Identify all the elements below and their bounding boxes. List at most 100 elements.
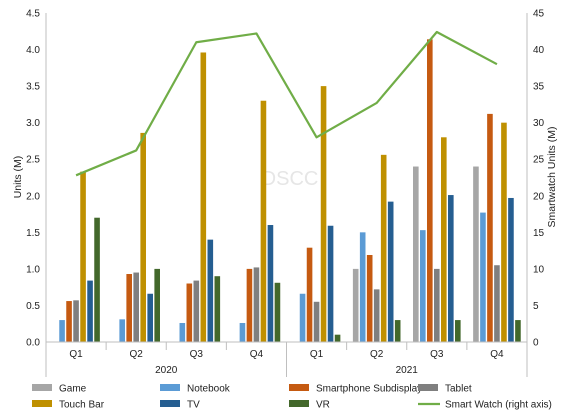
bar-touch-bar-0: [80, 171, 86, 342]
legend-swatch: [289, 384, 309, 391]
bar-notebook-0: [59, 320, 65, 342]
legend-swatch: [32, 384, 52, 391]
bar-touch-bar-6: [441, 137, 447, 342]
x-tick-label: Q3: [190, 349, 204, 360]
bars-layer: [59, 39, 521, 342]
y2-tick-label: 15: [533, 228, 545, 239]
bar-notebook-5: [359, 232, 366, 342]
bar-touch-bar-1: [140, 132, 146, 342]
legend-swatch: [160, 384, 180, 391]
y-axis-title: Units (M): [12, 156, 24, 199]
bar-notebook-2: [179, 322, 186, 342]
y2-tick-label: 40: [533, 45, 545, 56]
x-tick-label: Q4: [250, 349, 264, 360]
legend-label: Touch Bar: [59, 400, 105, 411]
bar-vr-0: [94, 217, 100, 342]
y2-axis-title: Smartwatch Units (M): [546, 127, 558, 228]
legend-label: Smartphone Subdisplay: [316, 384, 422, 395]
bar-tablet-0: [73, 300, 79, 342]
x-tick-label: Q3: [430, 349, 444, 360]
y-tick-label: 0.0: [26, 338, 40, 349]
bar-vr-6: [455, 320, 461, 342]
bar-vr-3: [274, 282, 281, 342]
bar-tv-4: [327, 225, 334, 342]
bar-smartphone-subdisplay-0: [66, 301, 72, 342]
bar-tablet-5: [373, 289, 380, 342]
bar-vr-7: [515, 320, 521, 342]
year-label: 2021: [396, 365, 419, 376]
y-tick-label: 4.5: [26, 9, 40, 20]
bar-smartphone-subdisplay-7: [487, 113, 493, 342]
bar-tablet-1: [133, 272, 139, 342]
axes-layer: 0.0 0.5 1.0 1.5 2.0 2.5 3.0 3.5 4.0 4.5 0 5 10 15 20 25…: [26, 9, 545, 377]
bar-tablet-2: [193, 280, 200, 342]
legend-swatch: [418, 384, 438, 391]
bar-tablet-3: [253, 267, 260, 342]
y-tick-label: 2.5: [26, 155, 40, 166]
bar-vr-1: [154, 268, 160, 342]
x-tick-label: Q1: [310, 349, 324, 360]
bar-notebook-7: [480, 212, 486, 342]
bar-tv-6: [448, 195, 454, 342]
y2-tick-label: 25: [533, 155, 545, 166]
y2-tick-label: 45: [533, 9, 545, 20]
legend-label: Smart Watch (right axis): [445, 400, 552, 411]
legend-label: Tablet: [445, 384, 472, 395]
bar-notebook-6: [420, 230, 426, 342]
y-tick-label: 0.5: [26, 301, 40, 312]
bar-tv-2: [207, 239, 214, 342]
bar-game-6: [413, 166, 419, 342]
bar-touch-bar-2: [200, 52, 207, 342]
bar-tv-5: [387, 201, 394, 342]
y2-tick-label: 5: [533, 301, 539, 312]
y2-tick-label: 20: [533, 191, 545, 202]
legend-label: VR: [316, 400, 330, 411]
bar-smartphone-subdisplay-3: [246, 268, 253, 342]
bar-notebook-4: [299, 293, 306, 342]
bar-vr-4: [334, 334, 341, 342]
legend-label: Game: [59, 384, 87, 395]
bar-touch-bar-5: [380, 154, 387, 342]
y-tick-label: 1.0: [26, 264, 40, 275]
bar-smartphone-subdisplay-5: [366, 255, 373, 342]
watermark-text: DSCC: [262, 168, 319, 190]
y2-tick-label: 0: [533, 338, 539, 349]
bar-touch-bar-3: [260, 100, 267, 342]
bar-vr-2: [214, 276, 221, 342]
bar-tv-3: [267, 225, 274, 342]
y-tick-label: 1.5: [26, 228, 40, 239]
y2-tick-label: 30: [533, 118, 545, 129]
bar-tv-1: [147, 293, 153, 342]
y-tick-label: 3.0: [26, 118, 40, 129]
bar-game-7: [473, 166, 479, 342]
x-tick-label: Q4: [490, 349, 504, 360]
bar-smartphone-subdisplay-6: [427, 39, 433, 342]
bar-vr-5: [394, 320, 401, 342]
legend-label: Notebook: [187, 384, 231, 395]
bar-tablet-4: [313, 301, 320, 342]
y-tick-label: 2.0: [26, 191, 40, 202]
line-layer: [75, 30, 498, 177]
bar-notebook-3: [239, 322, 246, 342]
bar-smartphone-subdisplay-1: [126, 274, 132, 342]
legend-swatch: [160, 400, 180, 407]
bar-tv-0: [87, 280, 93, 342]
x-tick-label: Q2: [130, 349, 144, 360]
y-tick-label: 4.0: [26, 45, 40, 56]
legend-swatch: [289, 400, 309, 407]
bar-touch-bar-7: [501, 122, 507, 342]
bar-tablet-6: [434, 268, 440, 342]
bar-touch-bar-4: [320, 86, 327, 342]
x-tick-label: Q2: [370, 349, 384, 360]
bar-smartphone-subdisplay-4: [306, 247, 313, 342]
smartwatch-line: [75, 30, 498, 177]
bar-tv-7: [508, 197, 514, 342]
bar-smartphone-subdisplay-2: [186, 283, 193, 342]
y-tick-label: 3.5: [26, 82, 40, 93]
bar-tablet-7: [494, 265, 500, 342]
year-label: 2020: [155, 365, 178, 376]
bar-game-5: [352, 268, 359, 342]
legend-swatch: [32, 400, 52, 407]
